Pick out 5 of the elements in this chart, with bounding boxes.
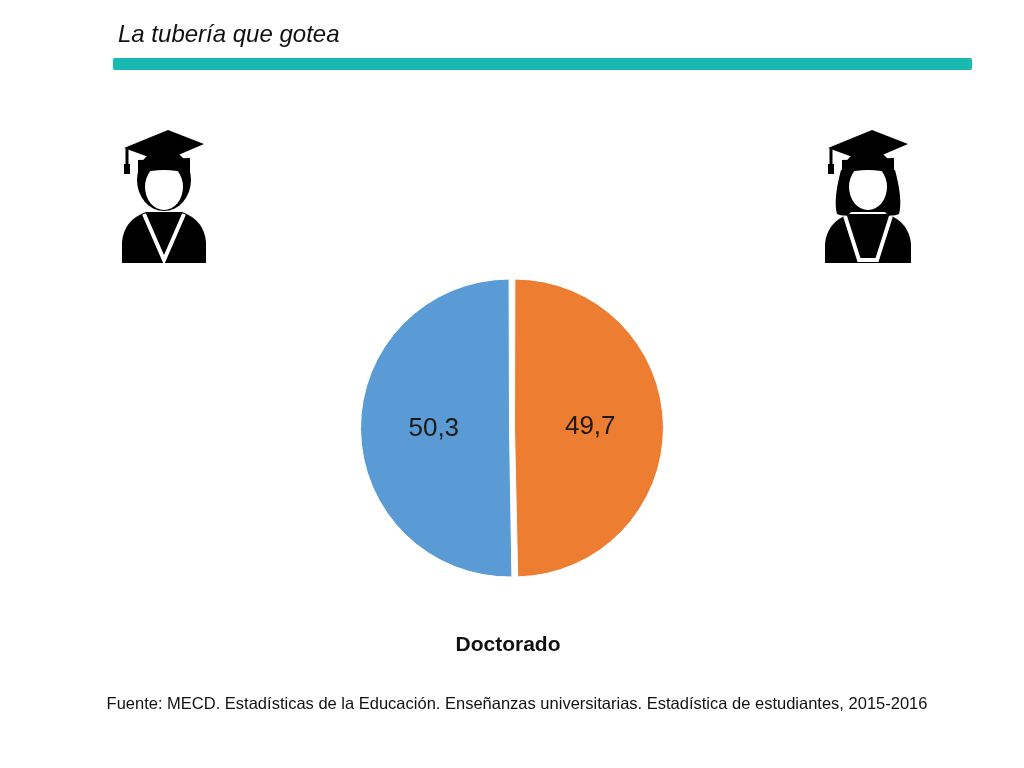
text: Doctorado [454, 632, 562, 656]
chart-title: La tubería que gotea [118, 20, 340, 48]
data-label: 50,3 [408, 411, 460, 442]
data-label: 49,7 [564, 410, 616, 441]
source-note: Fuente: MECD. Estadísticas de la Educación. Enseñanzas universitarias. Estadística de estudiantes, 2015-2016 [105, 694, 929, 713]
